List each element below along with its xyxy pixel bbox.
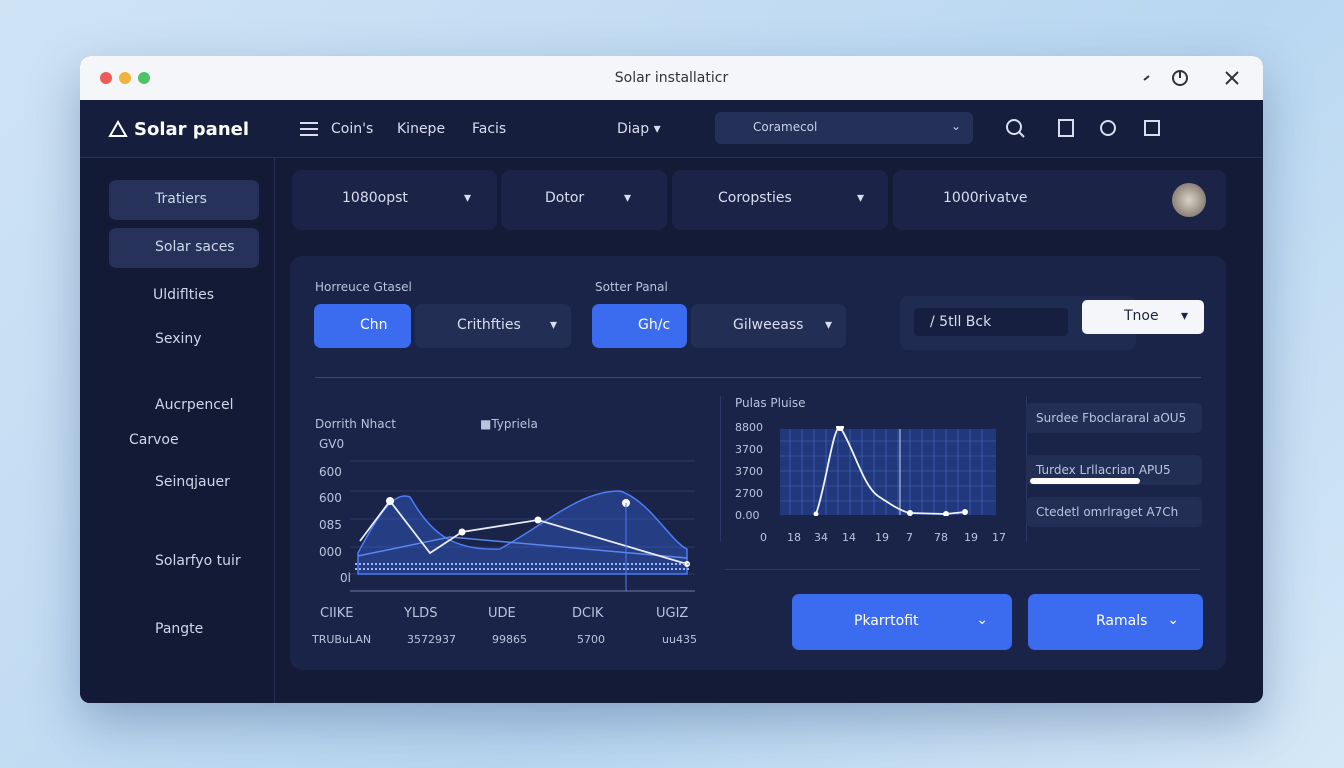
x-tick-label: 7 (906, 531, 913, 544)
dropdown[interactable]: Diap ▾ (617, 121, 661, 137)
window-controls (100, 72, 150, 84)
y-tick-label: 2700 (735, 487, 763, 500)
x-tick-label: UDE (488, 606, 516, 621)
filter[interactable]: 1000rivatve (893, 170, 1226, 230)
list-item[interactable]: Ctedetl omrlraget A7Ch (1026, 497, 1202, 527)
sidebar-item[interactable]: Pangte (155, 621, 204, 637)
x-tick-label: 34 (814, 531, 828, 544)
filter[interactable]: Coropsties ▾ (672, 170, 888, 230)
brand: Solar panel (134, 119, 250, 140)
y-tick-label: 600 (319, 491, 342, 505)
x-sub-label: 99865 (492, 633, 527, 646)
toggle-label: Tnoe (1124, 308, 1159, 324)
panel: Horreuce Gtasel Chn Crithfties ▾ Sotter P… (290, 256, 1226, 670)
divider (315, 377, 1201, 378)
sidebar: Tratiers Solar saces Uldiflties Sexiny A… (80, 158, 275, 703)
window-title: Solar installaticr (614, 70, 729, 86)
y-tick-label: 085 (319, 518, 342, 532)
x-tick-label: 18 (787, 531, 801, 544)
header-icons[interactable] (1005, 118, 1165, 140)
sidebar-item[interactable]: Solarfyo tuir (155, 553, 241, 569)
nav-item[interactable]: Coin's (331, 121, 374, 137)
chart-title: Pulas Pluise (735, 396, 806, 410)
dropdown-label: Diap (617, 121, 650, 137)
x-tick-label: 14 (842, 531, 856, 544)
filter-label: Coropsties (718, 190, 792, 206)
select[interactable]: Crithfties ▾ (415, 304, 571, 348)
y-tick-label: 600 (319, 465, 342, 479)
text-input[interactable]: / 5tll Bck (914, 308, 1068, 336)
x-tick-label: 0 (760, 531, 767, 544)
sidebar-item[interactable]: Aucrpencel (155, 397, 234, 413)
y-tick-label: 0l (340, 571, 351, 585)
menu-icon[interactable] (300, 122, 318, 136)
filter-label: Dotor (545, 190, 585, 206)
y-tick-label: 000 (319, 545, 342, 559)
list-item[interactable]: Surdee Fboclararal aOU5 (1026, 403, 1202, 433)
sidebar-item[interactable]: Seinqjauer (155, 474, 230, 490)
x-tick-label: CIIKE (320, 606, 354, 621)
divider (725, 569, 1200, 570)
brand-icon (108, 120, 128, 137)
y-tick-label: 3700 (735, 465, 763, 478)
select-label: Gilweeass (733, 317, 804, 333)
x-tick-label: 78 (934, 531, 948, 544)
x-sub-label: uu435 (662, 633, 697, 646)
avatar[interactable] (1172, 183, 1206, 217)
x-tick-label: DCIK (572, 606, 604, 621)
primary-button[interactable]: Chn (314, 304, 411, 348)
sidebar-item[interactable]: Tratiers (109, 180, 259, 220)
y-tick-label: 0.00 (735, 509, 760, 522)
group-label: Horreuce Gtasel (315, 280, 412, 294)
search-placeholder: Coramecol (753, 120, 818, 134)
filter-label: 1080opst (342, 190, 408, 206)
progress-bar (1030, 478, 1140, 484)
x-tick-label: 19 (964, 531, 978, 544)
spike-chart (780, 426, 996, 516)
x-sub-label: 3572937 (407, 633, 456, 646)
x-tick-label: 17 (992, 531, 1006, 544)
filter[interactable]: Dotor ▾ (501, 170, 667, 230)
line-chart (350, 460, 695, 592)
group-label: Sotter Panal (595, 280, 668, 294)
x-sub-label: 5700 (577, 633, 605, 646)
sidebar-item[interactable]: Carvoe (129, 432, 179, 448)
action-button[interactable]: Ramals ⌄ (1028, 594, 1203, 650)
action-button[interactable]: Pkarrtofit ⌄ (792, 594, 1012, 650)
chart-legend: ■Typriela (480, 417, 538, 431)
action-label: Ramals (1096, 613, 1148, 629)
window: Solar installaticr Solar panel Coin's Ki… (80, 56, 1263, 703)
divider (720, 396, 721, 541)
nav-item[interactable]: Kinepe (397, 121, 446, 137)
header: Solar panel Coin's Kinepe Facis Diap ▾ C… (80, 100, 1263, 158)
legend-label: Typriela (491, 417, 538, 431)
window-buttons[interactable] (1140, 68, 1250, 88)
select-label: Crithfties (457, 317, 521, 333)
y-tick-label: GV0 (319, 437, 345, 451)
y-tick-label: 3700 (735, 443, 763, 456)
select[interactable]: Gilweeass ▾ (691, 304, 846, 348)
x-tick-label: UGIZ (656, 606, 689, 621)
chart-title: Dorrith Nhact (315, 417, 396, 431)
x-sub-label: TRUBuLAN (312, 633, 372, 646)
action-label: Pkarrtofit (854, 613, 919, 629)
search-box[interactable]: Coramecol ⌄ (715, 112, 973, 144)
filter-label: 1000rivatve (943, 190, 1028, 206)
filter[interactable]: 1080opst ▾ (292, 170, 497, 230)
y-tick-label: 8800 (735, 421, 763, 434)
nav-item[interactable]: Facis (472, 121, 507, 137)
sidebar-item[interactable]: Sexiny (155, 331, 202, 347)
x-tick-label: 19 (875, 531, 889, 544)
sidebar-item[interactable]: Uldiflties (153, 287, 215, 303)
primary-button[interactable]: Gh/c (592, 304, 687, 348)
x-tick-label: YLDS (404, 606, 438, 621)
sidebar-item[interactable]: Solar saces (109, 228, 259, 268)
title-bar: Solar installaticr (80, 56, 1263, 100)
toggle-select[interactable]: Tnoe ▾ (1082, 300, 1204, 334)
